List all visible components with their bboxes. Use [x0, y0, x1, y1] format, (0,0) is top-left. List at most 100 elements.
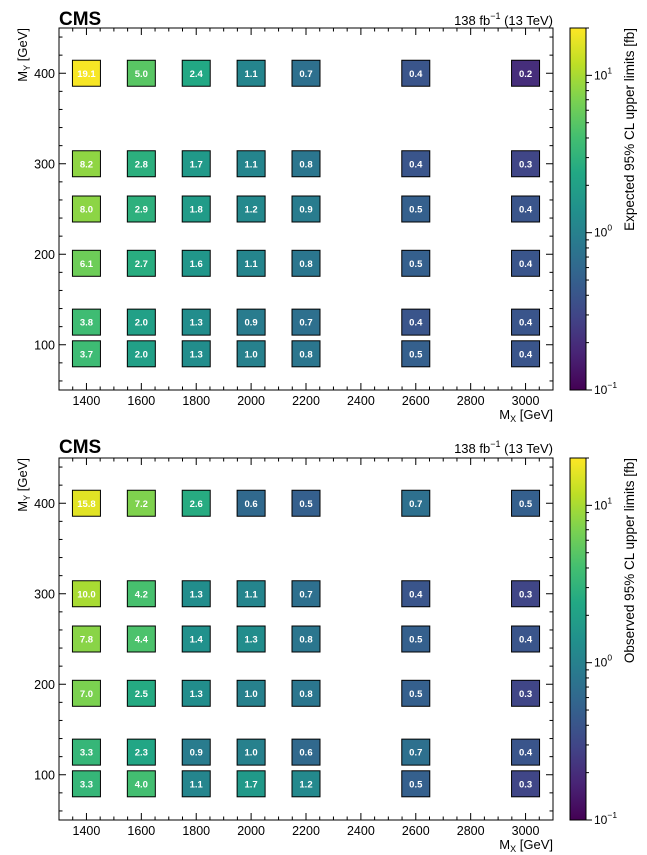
heatmap-cell-box: [401, 249, 431, 277]
heatmap-cell-label: 1.3: [190, 349, 203, 360]
y-axis-label-main: M: [15, 501, 30, 512]
heatmap-cell: 0.4: [401, 308, 431, 336]
colorbar-tick-exponent: 1: [607, 65, 612, 75]
colorbar-title: Observed 95% CL upper limits [fb]: [622, 458, 637, 663]
heatmap-cell-label: 0.3: [519, 589, 532, 600]
colorbar-tick-exponent: −1: [607, 380, 617, 390]
heatmap-cell-box: [401, 770, 431, 798]
heatmap-cell: 0.3: [511, 150, 541, 178]
x-tick-label: 2800: [457, 824, 485, 838]
y-tick-label: 300: [34, 587, 55, 601]
x-tick-label: 1400: [73, 394, 101, 408]
heatmap-cell-label: 0.4: [519, 318, 533, 329]
y-tick-label: 400: [34, 67, 55, 81]
colorbar-tick-label: 10−1: [594, 380, 617, 397]
x-axis-label-main: M: [499, 407, 510, 422]
heatmap-cell: 0.6: [291, 738, 321, 766]
heatmap-cell-box: [181, 580, 211, 608]
colorbar-tick-base: 10: [594, 813, 608, 827]
heatmap-cell-label: 8.2: [80, 159, 93, 170]
colorbar-bar: [569, 457, 587, 821]
heatmap-cell: 0.4: [511, 625, 541, 653]
heatmap-cell: 0.7: [291, 59, 321, 87]
heatmap-cell-label: 0.7: [409, 748, 422, 759]
heatmap-cell-box: [401, 59, 431, 87]
heatmap-cell-label: 0.9: [299, 205, 312, 216]
heatmap-cell-box: [71, 580, 101, 608]
heatmap-cell: 0.8: [291, 150, 321, 178]
heatmap-cell-box: [401, 738, 431, 766]
heatmap-cell-label: 1.7: [190, 159, 203, 170]
heatmap-cell-box: [181, 625, 211, 653]
experiment-label: CMS: [59, 437, 101, 458]
heatmap-cell-label: 1.4: [190, 635, 204, 646]
heatmap-cell-box: [181, 150, 211, 178]
y-axis-label-main: M: [15, 71, 30, 82]
x-tick-label: 1800: [182, 394, 210, 408]
heatmap-cell: 0.3: [511, 679, 541, 707]
heatmap-cell-box: [511, 59, 541, 87]
x-axis-label-unit: [GeV]: [516, 837, 553, 852]
heatmap-cell: 2.5: [126, 679, 156, 707]
colorbar-tick-exponent: 0: [607, 223, 612, 233]
heatmap-cell: 3.3: [71, 770, 101, 798]
heatmap-cell-label: 4.4: [135, 635, 149, 646]
heatmap-cell-label: 3.3: [80, 748, 93, 759]
heatmap-cell-label: 1.2: [245, 205, 258, 216]
heatmap-cell-label: 1.3: [190, 589, 203, 600]
heatmap-cell-label: 0.7: [299, 589, 312, 600]
colorbar-tick-exponent: −1: [607, 810, 617, 820]
heatmap-cell: 4.4: [126, 625, 156, 653]
heatmap-cell: 0.5: [401, 249, 431, 277]
heatmap-cell-label: 0.5: [299, 499, 313, 510]
heatmap-cell: 1.1: [181, 770, 211, 798]
heatmap-cell: 0.7: [291, 308, 321, 336]
heatmap-cell-label: 0.8: [299, 349, 312, 360]
colorbar-tick-base: 10: [594, 656, 608, 670]
heatmap-cell-box: [126, 195, 156, 223]
heatmap-cell-label: 0.5: [409, 635, 423, 646]
heatmap-cell-box: [181, 308, 211, 336]
x-tick-label: 2400: [347, 824, 375, 838]
heatmap-cell-label: 0.5: [409, 689, 423, 700]
x-tick-label: 2600: [402, 394, 430, 408]
heatmap-cell-label: 0.7: [299, 69, 312, 80]
heatmap-cell: 0.3: [511, 770, 541, 798]
heatmap-cell-box: [236, 679, 266, 707]
heatmap-cell-label: 0.5: [409, 349, 423, 360]
heatmap-cell-box: [71, 770, 101, 798]
heatmap-cell-label: 1.3: [190, 318, 203, 329]
heatmap-cell-label: 3.3: [80, 779, 93, 790]
heatmap-cell-box: [236, 249, 266, 277]
heatmap-cell: 1.8: [181, 195, 211, 223]
heatmap-cell-label: 1.1: [245, 589, 259, 600]
luminosity-value: 138 fb: [454, 441, 490, 456]
heatmap-cell: 2.4: [181, 59, 211, 87]
heatmap-cell-label: 1.1: [190, 779, 204, 790]
heatmap-cell-box: [71, 679, 101, 707]
heatmap-panel-expected: CMS 138 fb−1 (13 TeV) 1400 1600 1800 2000 2200…: [15, 9, 554, 424]
heatmap-cell-box: [291, 625, 321, 653]
heatmap-cell-box: [181, 738, 211, 766]
heatmap-cell-label: 2.0: [135, 349, 148, 360]
heatmap-cell-box: [236, 340, 266, 368]
heatmap-cell: 4.2: [126, 580, 156, 608]
heatmap-cell: 0.6: [236, 489, 266, 517]
heatmap-cell-label: 0.7: [409, 499, 422, 510]
heatmap-cell-box: [71, 340, 101, 368]
heatmap-cell-box: [181, 249, 211, 277]
heatmap-cell-box: [291, 340, 321, 368]
heatmap-cell-box: [291, 195, 321, 223]
heatmap-cell-box: [126, 625, 156, 653]
heatmap-cell: 0.4: [401, 59, 431, 87]
y-tick-label: 200: [34, 248, 55, 262]
heatmap-cell-label: 6.1: [80, 259, 94, 270]
heatmap-cell: 0.5: [401, 195, 431, 223]
heatmap-cell: 1.1: [236, 249, 266, 277]
heatmap-cell-label: 0.9: [190, 748, 203, 759]
luminosity-energy: (13 TeV): [500, 441, 553, 456]
heatmap-cell-label: 0.9: [245, 318, 258, 329]
heatmap-cell: 0.5: [401, 625, 431, 653]
heatmap-cell: 0.8: [291, 340, 321, 368]
